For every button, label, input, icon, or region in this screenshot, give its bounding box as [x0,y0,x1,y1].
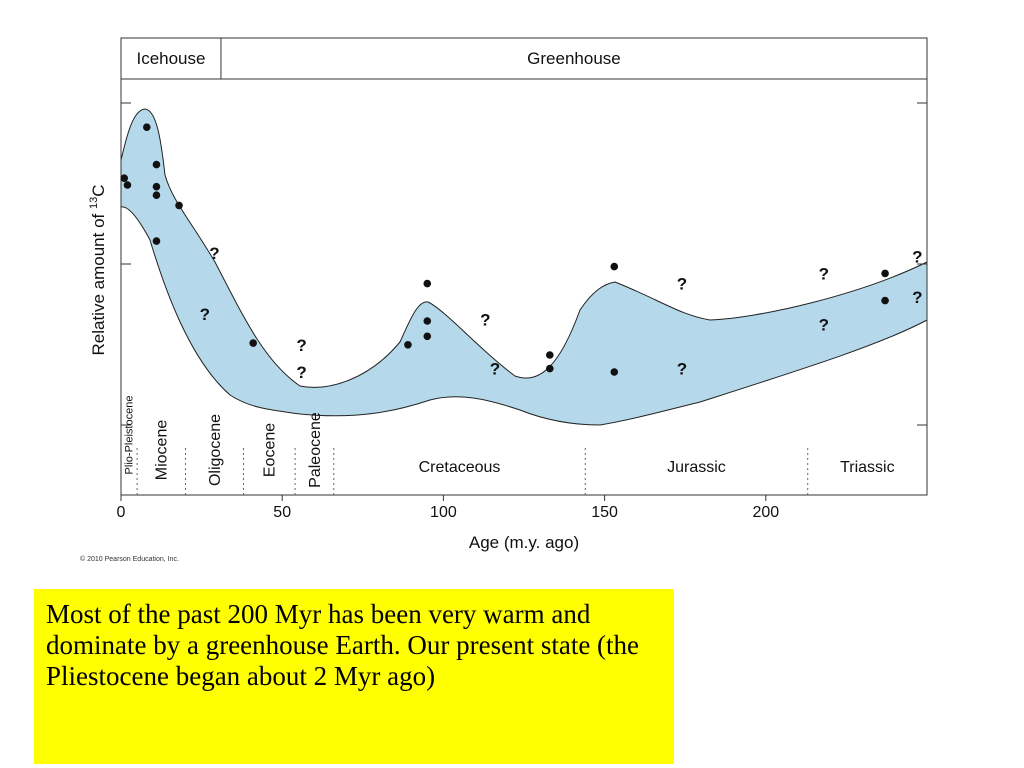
x-tick-label: 0 [117,504,126,521]
chart: 0 50 100 150 200 Plio-Pleistocene Miocene Oligo… [88,37,928,552]
x-axis-label: Age (m.y. ago) [469,533,579,552]
x-tick-label: 100 [430,504,457,521]
uncertain-point-marker: ? [912,288,922,307]
period-label: Eocene [262,423,279,477]
period-label: Cretaceous [419,459,501,476]
copyright-notice: © 2010 Pearson Education, Inc. [80,556,179,563]
period-label: Triassic [840,459,895,476]
uncertain-point-marker: ? [912,247,922,266]
period-label: Jurassic [667,459,726,476]
x-tick-label: 200 [752,504,779,521]
data-point [423,332,432,341]
data-point [142,123,151,131]
uncertain-point-marker: ? [480,310,490,329]
period-label: Paleocene [307,412,324,488]
data-point [175,201,183,210]
uncertain-point-marker: ? [490,360,500,379]
data-point [545,364,554,373]
uncertain-point-marker: ? [209,244,219,263]
climate-band-header: Icehouse Greenhouse [136,38,621,79]
chart-axes: 0 50 100 150 200 Plio-Pleistocene Miocene Oligo… [117,37,928,521]
chart-marks: ???????????? [120,123,923,382]
period-label: Miocene [154,420,171,481]
data-point [249,339,257,347]
climate-band-label: Greenhouse [527,49,621,68]
uncertain-point-marker: ? [677,275,687,294]
data-point [152,182,161,191]
period-label: Plio-Pleistocene [124,396,136,475]
uncertain-point-marker: ? [296,336,306,355]
uncertain-point-marker: ? [819,264,829,283]
data-point [610,368,619,376]
callout-text: Most of the past 200 Myr has been very w… [46,599,640,691]
data-point [545,351,554,359]
y-axis-label-prefix: Relative amount of [89,209,108,355]
data-point [152,160,161,169]
uncertain-point-marker: ? [200,305,210,324]
climate-band-label: Icehouse [136,49,205,68]
x-tick-label: 150 [591,504,618,521]
data-point [120,174,129,182]
callout-box: Most of the past 200 Myr has been very w… [34,589,674,764]
y-axis-label-suffix: C [89,185,108,197]
data-point [610,262,619,271]
uncertain-point-marker: ? [677,360,687,379]
plot-frame [120,37,928,496]
data-point [423,317,432,325]
uncertain-point-marker: ? [819,315,829,334]
c13-range-band [120,108,928,426]
data-point [152,237,161,245]
x-tick-label: 50 [273,504,291,521]
data-point [881,296,889,305]
data-point [123,181,132,189]
period-label: Oligocene [207,414,224,486]
data-point [881,269,889,278]
y-axis-label-sup: 13 [88,197,100,209]
data-point [423,279,432,288]
y-axis-label: Relative amount of 13C [88,185,108,356]
data-point [152,191,161,199]
data-point [404,341,412,349]
uncertain-point-marker: ? [296,363,306,382]
